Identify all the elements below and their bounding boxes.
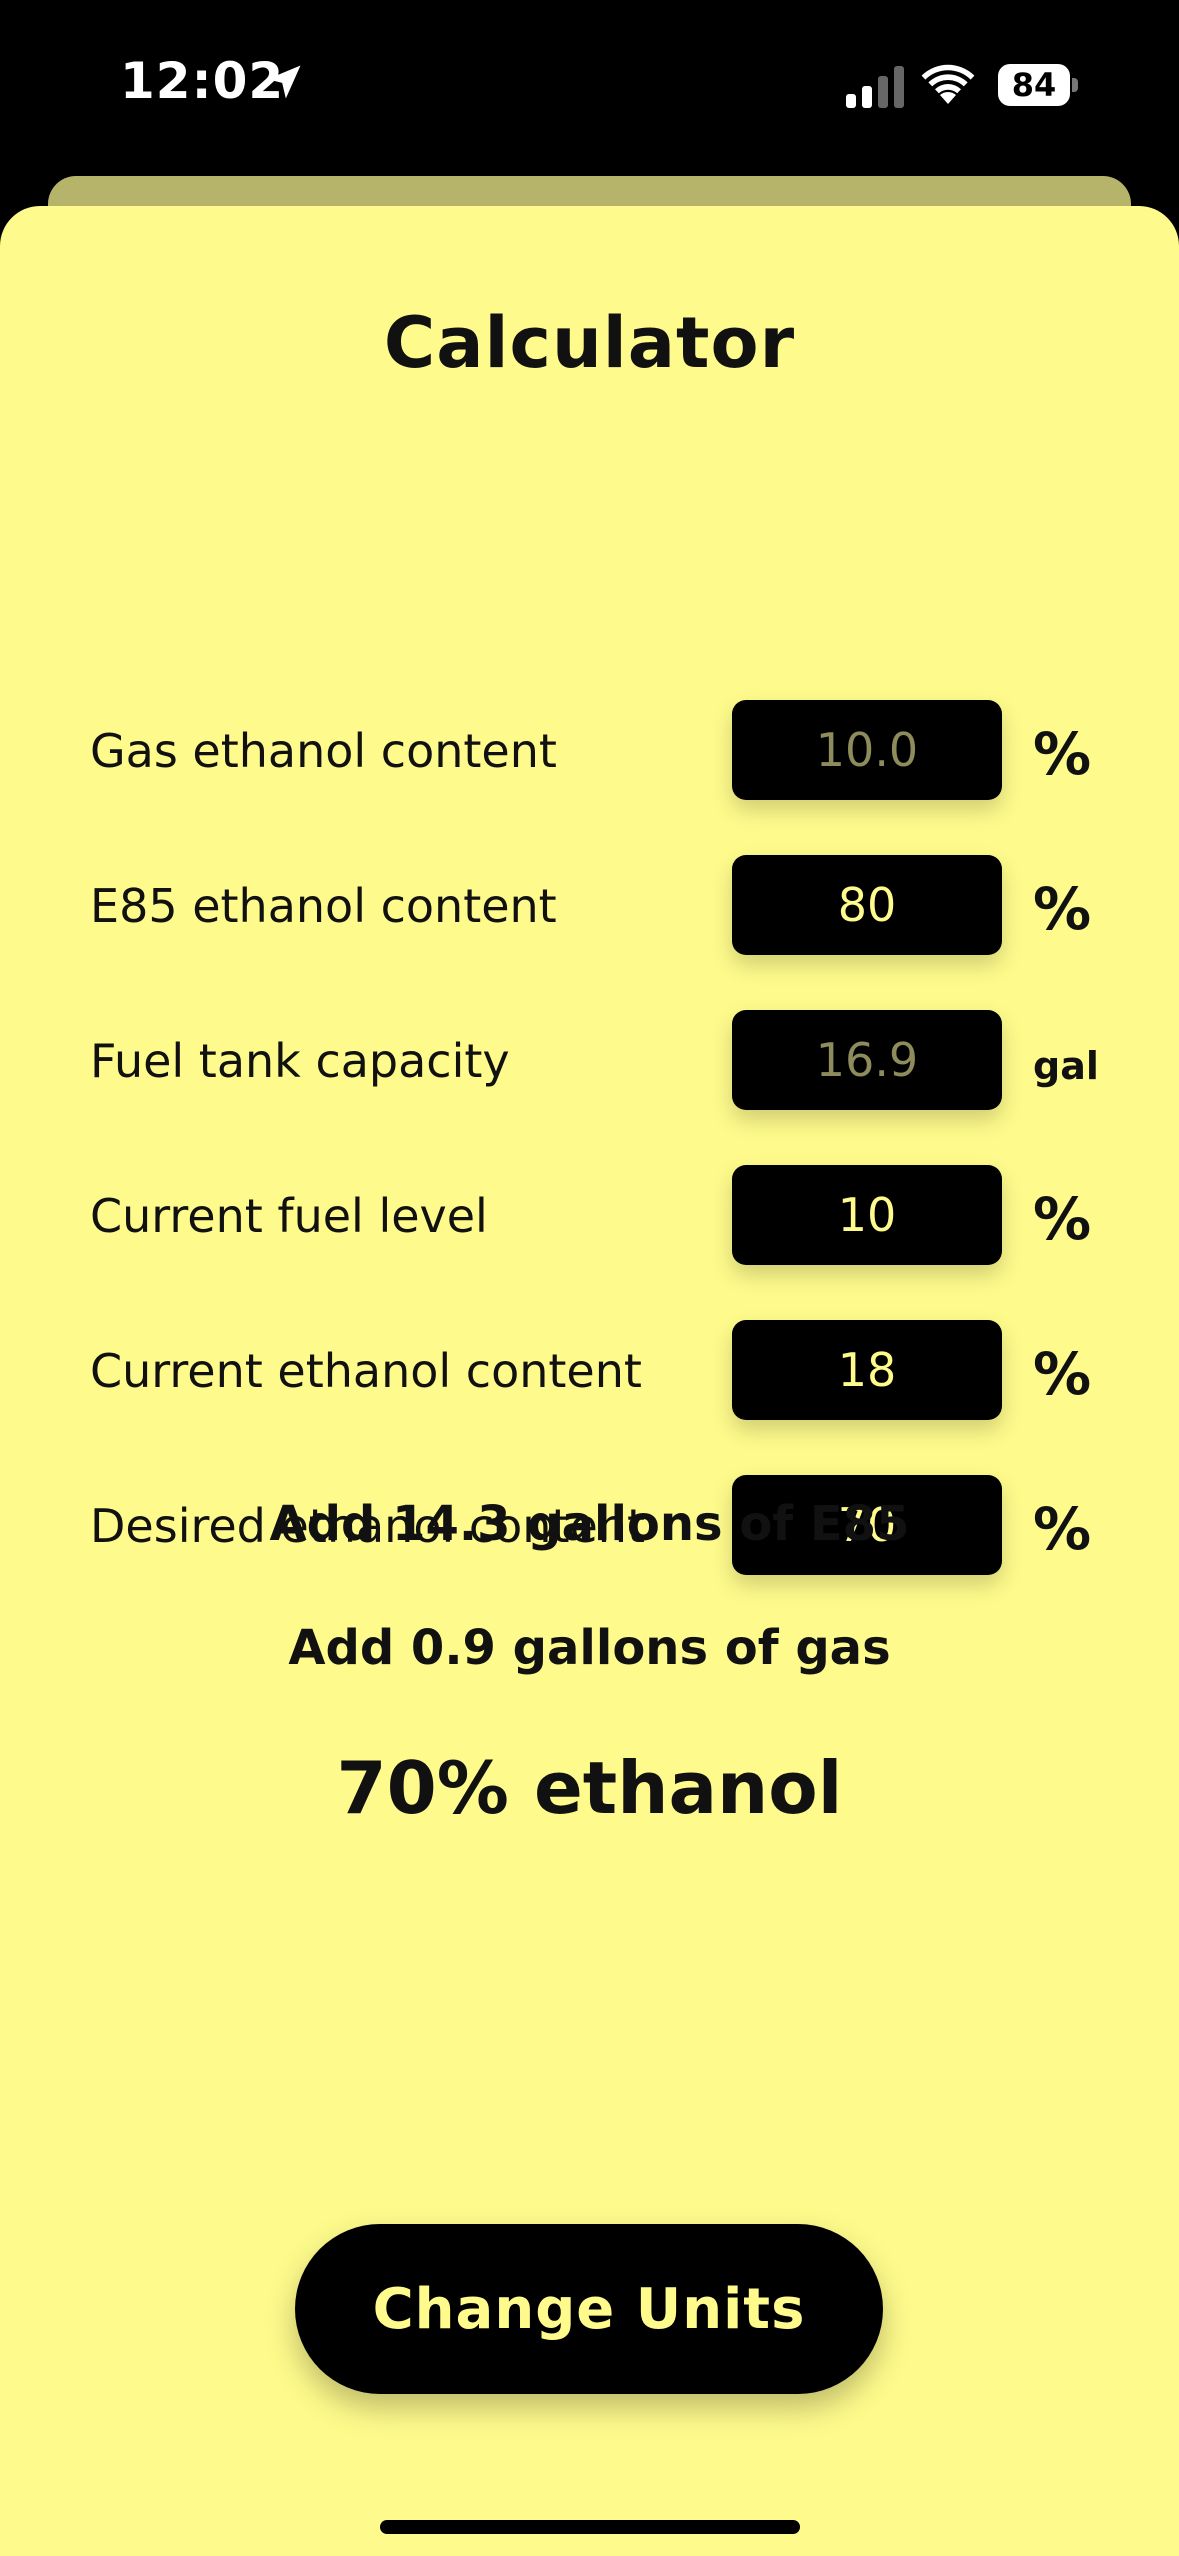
input-rows: Gas ethanol content 10.0 % E85 ethanol c… [60,416,1099,1646]
row-gas-ethanol-content: Gas ethanol content 10.0 % [90,700,1092,800]
calculator-sheet: Calculator Gas ethanol content 10.0 % E8… [0,206,1179,2556]
row-label: Desired ethanol content [90,1499,645,1553]
row-label: E85 ethanol content [90,879,557,933]
unit-label: % [1033,875,1092,943]
result-final-blend: 70% ethanol [336,1746,843,1830]
battery-nub [1072,78,1078,92]
unit-label: % [1033,1495,1092,1563]
battery-level: 84 [998,64,1070,106]
desired-ethanol-content-input[interactable]: 70 [732,1475,1002,1575]
location-icon [267,65,301,99]
signal-icon [846,66,904,108]
row-e85-ethanol-content: E85 ethanol content 80 % [90,855,1092,955]
unit-label: % [1033,1340,1092,1408]
row-current-ethanol-content: Current ethanol content 18 % [90,1320,1092,1420]
battery-icon: 84 [998,64,1078,108]
gas-ethanol-content-input[interactable]: 10.0 [732,700,1002,800]
row-fuel-tank-capacity: Fuel tank capacity 16.9 gal [90,1010,1099,1110]
wifi-icon [921,64,975,104]
e85-ethanol-content-input[interactable]: 80 [732,855,1002,955]
unit-label: % [1033,1185,1092,1253]
unit-label: gal [1033,1044,1099,1088]
current-ethanol-content-input[interactable]: 18 [732,1320,1002,1420]
change-units-button[interactable]: Change Units [295,2224,883,2394]
result-add-e85: Add 14.3 gallons of E85 [269,1496,910,1552]
row-current-fuel-level: Current fuel level 10 % [90,1165,1092,1265]
fuel-tank-capacity-input[interactable]: 16.9 [732,1010,1002,1110]
row-label: Current ethanol content [90,1344,642,1398]
row-label: Current fuel level [90,1189,488,1243]
status-time: 12:02 [120,52,285,110]
status-bar: 12:02 84 [0,0,1179,170]
unit-label: % [1033,720,1092,788]
page-title: Calculator [383,302,796,384]
result-add-gas: Add 0.9 gallons of gas [288,1620,891,1676]
row-label: Fuel tank capacity [90,1034,510,1088]
row-label: Gas ethanol content [90,724,557,778]
current-fuel-level-input[interactable]: 10 [732,1165,1002,1265]
home-indicator [380,2520,800,2534]
row-desired-ethanol-content: Desired ethanol content 70 % [90,1475,1092,1575]
